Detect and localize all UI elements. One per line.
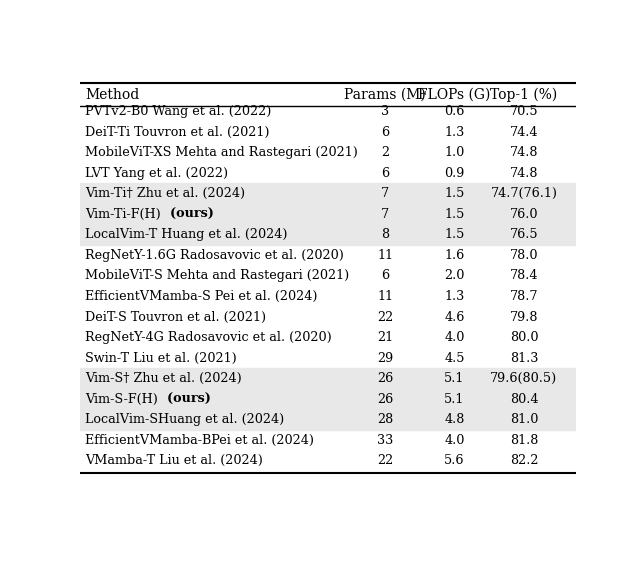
- Text: 11: 11: [377, 249, 393, 262]
- Text: 74.8: 74.8: [509, 166, 538, 179]
- Text: 4.0: 4.0: [444, 434, 465, 447]
- Text: 6: 6: [381, 166, 389, 179]
- Text: 26: 26: [377, 392, 393, 406]
- Text: 11: 11: [377, 290, 393, 303]
- Text: 7: 7: [381, 208, 389, 221]
- Text: Vim-Ti† Zhu et al. (2024): Vim-Ti† Zhu et al. (2024): [85, 187, 245, 200]
- Text: 1.6: 1.6: [444, 249, 465, 262]
- Text: MobileViT-XS Mehta and Rastegari (2021): MobileViT-XS Mehta and Rastegari (2021): [85, 146, 358, 159]
- Text: 4.5: 4.5: [444, 352, 465, 365]
- Text: 1.3: 1.3: [444, 290, 465, 303]
- Text: 6: 6: [381, 126, 389, 139]
- Text: 79.6(80.5): 79.6(80.5): [490, 372, 557, 385]
- Text: 29: 29: [377, 352, 393, 365]
- Text: 28: 28: [377, 414, 393, 427]
- Text: 1.5: 1.5: [444, 208, 465, 221]
- Text: 80.0: 80.0: [509, 331, 538, 344]
- Text: 5.1: 5.1: [444, 392, 465, 406]
- Text: 22: 22: [377, 454, 393, 467]
- Text: LocalVim-T Huang et al. (2024): LocalVim-T Huang et al. (2024): [85, 228, 287, 241]
- Text: 3: 3: [381, 105, 389, 118]
- Text: DeiT-S Touvron et al. (2021): DeiT-S Touvron et al. (2021): [85, 311, 266, 324]
- Text: 78.4: 78.4: [509, 269, 538, 282]
- Text: LocalVim-SHuang et al. (2024): LocalVim-SHuang et al. (2024): [85, 414, 284, 427]
- Text: 81.3: 81.3: [509, 352, 538, 365]
- Text: 4.6: 4.6: [444, 311, 465, 324]
- Text: EfficientVMamba-S Pei et al. (2024): EfficientVMamba-S Pei et al. (2024): [85, 290, 317, 303]
- Text: Swin-T Liu et al. (2021): Swin-T Liu et al. (2021): [85, 352, 237, 365]
- Text: 82.2: 82.2: [509, 454, 538, 467]
- Bar: [80, 368, 576, 429]
- Text: 80.4: 80.4: [509, 392, 538, 406]
- Text: (ours): (ours): [161, 208, 214, 221]
- Text: 70.5: 70.5: [509, 105, 538, 118]
- Text: 26: 26: [377, 372, 393, 385]
- Text: 2: 2: [381, 146, 389, 159]
- Text: Top-1 (%): Top-1 (%): [490, 88, 557, 102]
- Text: 1.3: 1.3: [444, 126, 465, 139]
- Text: 7: 7: [381, 187, 389, 200]
- Text: Params (M): Params (M): [344, 88, 426, 102]
- Text: (ours): (ours): [158, 392, 211, 406]
- Text: Vim-S† Zhu et al. (2024): Vim-S† Zhu et al. (2024): [85, 372, 242, 385]
- Text: 78.0: 78.0: [509, 249, 538, 262]
- Text: 0.6: 0.6: [444, 105, 465, 118]
- Text: 6: 6: [381, 269, 389, 282]
- Text: 22: 22: [377, 311, 393, 324]
- Text: Vim-Ti-F(H): Vim-Ti-F(H): [85, 208, 161, 221]
- Text: 5.1: 5.1: [444, 372, 465, 385]
- Text: 76.5: 76.5: [509, 228, 538, 241]
- Text: 74.8: 74.8: [509, 146, 538, 159]
- Text: 74.4: 74.4: [509, 126, 538, 139]
- Text: 76.0: 76.0: [509, 208, 538, 221]
- Text: DeiT-Ti Touvron et al. (2021): DeiT-Ti Touvron et al. (2021): [85, 126, 269, 139]
- Text: LVT Yang et al. (2022): LVT Yang et al. (2022): [85, 166, 228, 179]
- Text: PVTv2-B0 Wang et al. (2022): PVTv2-B0 Wang et al. (2022): [85, 105, 271, 118]
- Text: 81.0: 81.0: [509, 414, 538, 427]
- Bar: [80, 183, 576, 245]
- Text: 33: 33: [377, 434, 393, 447]
- Text: 4.0: 4.0: [444, 331, 465, 344]
- Text: RegNetY-4G Radosavovic et al. (2020): RegNetY-4G Radosavovic et al. (2020): [85, 331, 332, 344]
- Text: FLOPs (G): FLOPs (G): [419, 88, 491, 102]
- Text: 1.0: 1.0: [444, 146, 465, 159]
- Text: 4.8: 4.8: [444, 414, 465, 427]
- Text: RegNetY-1.6G Radosavovic et al. (2020): RegNetY-1.6G Radosavovic et al. (2020): [85, 249, 344, 262]
- Text: 21: 21: [377, 331, 393, 344]
- Text: 0.9: 0.9: [444, 166, 465, 179]
- Text: 1.5: 1.5: [444, 187, 465, 200]
- Text: VMamba-T Liu et al. (2024): VMamba-T Liu et al. (2024): [85, 454, 263, 467]
- Text: EfficientVMamba-BPei et al. (2024): EfficientVMamba-BPei et al. (2024): [85, 434, 314, 447]
- Text: 2.0: 2.0: [444, 269, 465, 282]
- Text: MobileViT-S Mehta and Rastegari (2021): MobileViT-S Mehta and Rastegari (2021): [85, 269, 349, 282]
- Text: Method: Method: [85, 88, 140, 102]
- Text: 8: 8: [381, 228, 389, 241]
- Text: Vim-S-F(H): Vim-S-F(H): [85, 392, 158, 406]
- Text: 78.7: 78.7: [509, 290, 538, 303]
- Text: 79.8: 79.8: [509, 311, 538, 324]
- Text: 5.6: 5.6: [444, 454, 465, 467]
- Text: 74.7(76.1): 74.7(76.1): [490, 187, 557, 200]
- Text: 1.5: 1.5: [444, 228, 465, 241]
- Text: 81.8: 81.8: [509, 434, 538, 447]
